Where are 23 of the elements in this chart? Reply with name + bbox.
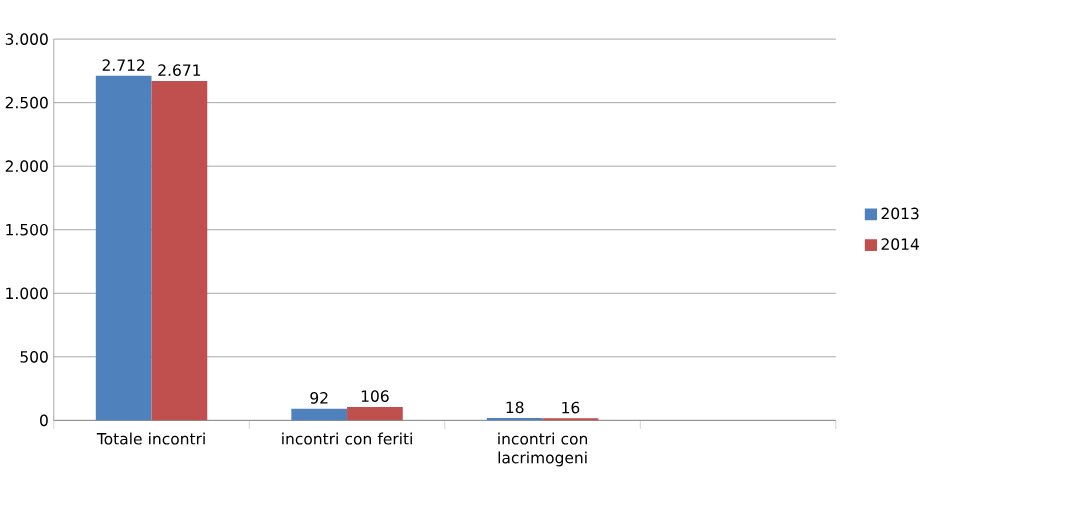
data-label: 18 [506, 401, 524, 413]
y-tick-label: 500 [20, 350, 48, 363]
legend-label: 2014 [881, 238, 919, 250]
bar [542, 418, 599, 421]
data-label: 92 [310, 391, 328, 404]
bar [291, 408, 348, 421]
y-tick-label: 2.500 [5, 96, 48, 109]
data-label: 2.671 [158, 64, 201, 76]
y-tick-label: 1.000 [6, 287, 48, 299]
bar [151, 80, 208, 421]
data-label: 16 [562, 401, 580, 414]
y-tick-label: 2.000 [5, 160, 48, 172]
x-tick-label: Totale incontri [96, 432, 205, 445]
legend-label: 2013 [881, 207, 919, 220]
bar [347, 406, 403, 421]
data-label: 2.712 [102, 59, 145, 71]
x-tick-label: incontri con lacrimogeni [498, 432, 588, 467]
data-label: 106 [361, 390, 389, 402]
y-tick-label: 0 [40, 414, 48, 427]
y-tick-label: 3.000 [5, 33, 48, 45]
y-tick-label: 1.500 [6, 223, 48, 236]
bar [95, 75, 152, 421]
x-tick-label: incontri con feriti [282, 432, 412, 445]
